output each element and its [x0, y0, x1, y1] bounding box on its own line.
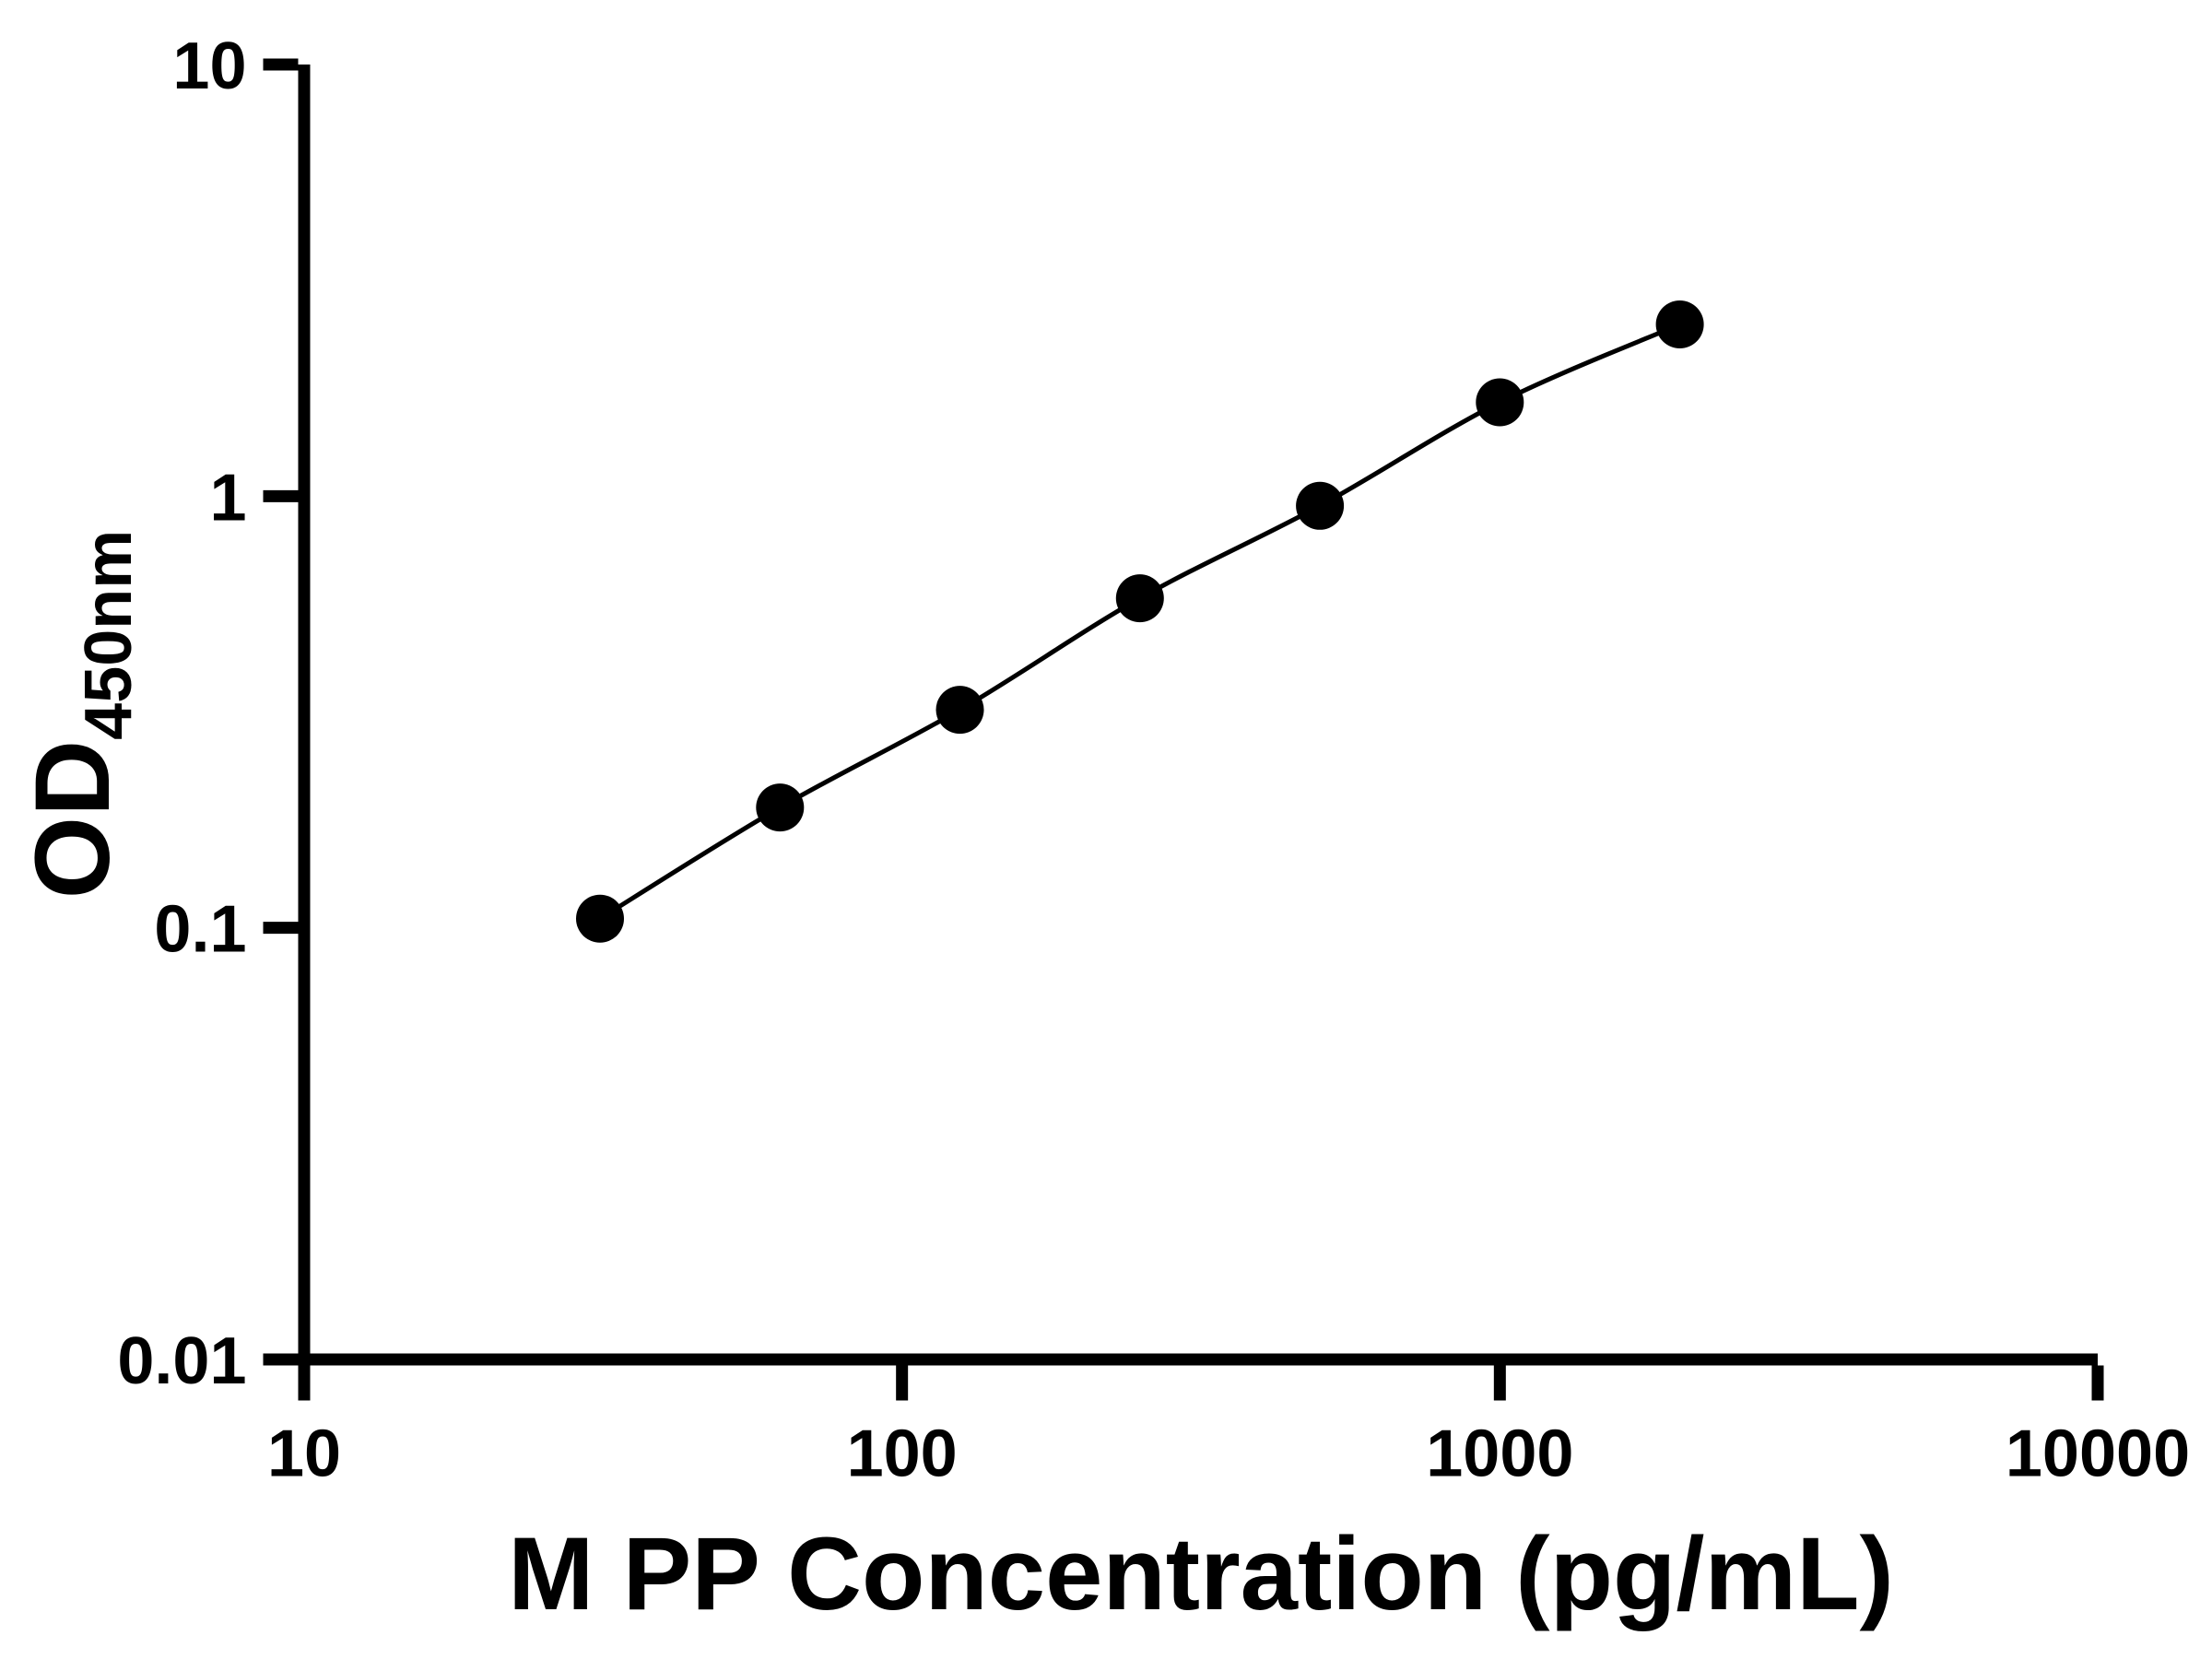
x-tick-label: 100 — [847, 1418, 958, 1491]
data-point — [1655, 300, 1704, 348]
x-tick-label: 10000 — [2006, 1418, 2190, 1491]
y-axis-title-sub: 450nm — [72, 529, 146, 740]
x-tick-label: 1000 — [1426, 1418, 1573, 1491]
y-tick-label: 1 — [209, 461, 246, 535]
data-point — [1115, 574, 1164, 623]
y-tick-label: 0.01 — [117, 1324, 246, 1398]
y-tick-label: 10 — [172, 29, 246, 103]
y-axis-title-main: OD — [14, 739, 132, 900]
y-tick-label: 0.1 — [154, 893, 246, 967]
data-point — [756, 783, 805, 832]
data-point — [1476, 378, 1524, 427]
data-point — [576, 894, 624, 943]
data-point — [935, 686, 984, 735]
data-point — [1296, 481, 1345, 530]
axes — [298, 65, 2098, 1366]
y-axis-title: OD450nm — [14, 530, 146, 900]
x-axis-title: M PP Concentration (pg/mL) — [508, 1516, 1894, 1631]
x-tick-label: 10 — [267, 1418, 341, 1491]
